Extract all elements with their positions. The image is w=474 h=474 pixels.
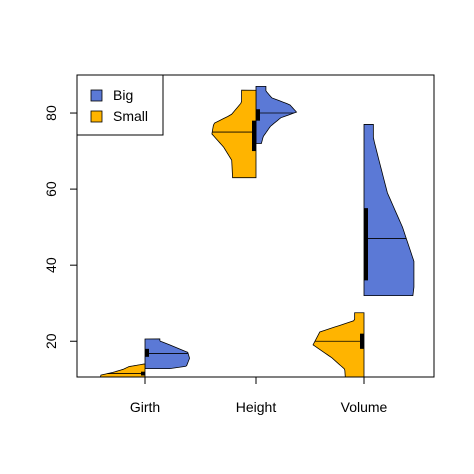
- y-axis: 20 40 60 80: [43, 105, 78, 349]
- x-tick-label: Height: [236, 399, 277, 415]
- violin-small-volume: [312, 312, 365, 378]
- legend-label-small: Small: [113, 108, 148, 124]
- legend-swatch-small: [90, 110, 103, 123]
- x-tick-label: Volume: [341, 399, 388, 415]
- legend: Big Small: [76, 74, 164, 136]
- y-tick-label: 80: [43, 105, 59, 121]
- violin-layer: [99, 86, 415, 378]
- violin-big-height: [255, 86, 298, 144]
- violin-big-volume: [363, 124, 415, 297]
- y-tick-label: 40: [43, 257, 59, 273]
- x-tick-label: Girth: [130, 399, 160, 415]
- y-tick-label: 20: [43, 333, 59, 349]
- y-tick-label: 60: [43, 181, 59, 197]
- violin-small-height: [211, 89, 257, 179]
- legend-swatch-big: [90, 89, 103, 102]
- legend-box: [76, 74, 164, 136]
- legend-label-big: Big: [113, 87, 133, 103]
- violin-small-girth: [99, 363, 146, 378]
- x-axis: Girth Height Volume: [130, 376, 388, 415]
